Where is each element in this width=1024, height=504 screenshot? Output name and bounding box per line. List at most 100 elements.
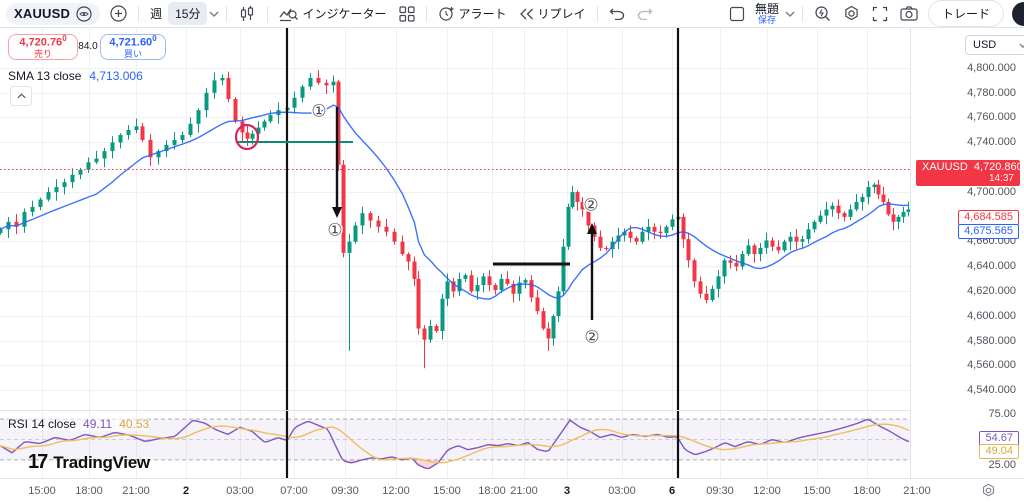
symbol-button[interactable]: XAUUSD (6, 2, 101, 25)
time-axis-label: 21:00 (510, 485, 538, 497)
time-axis-label: 15:00 (28, 485, 56, 497)
indicators-button[interactable]: インジケーター (273, 2, 392, 25)
drawing-number-mark: ② (584, 328, 599, 347)
time-axis-label: 18:00 (853, 485, 881, 497)
price-axis-label: 4,800.000 (967, 62, 1016, 74)
screenshot-camera-icon[interactable] (894, 3, 924, 24)
sma-legend[interactable]: SMA 13 close 4,713.006 (8, 69, 143, 83)
time-axis-label: 03:00 (608, 485, 636, 497)
drawing-number-mark: ① (311, 102, 326, 121)
replay-button[interactable]: リプレイ (513, 2, 592, 25)
alert-label: アラート (458, 7, 507, 21)
time-axis[interactable]: 15:00 18:00 21:00 2 03:00 07:00 09:30 12:00 15:0… (0, 478, 1024, 504)
time-axis-label: 03:00 (226, 485, 254, 497)
price-axis-label: 4,700.000 (967, 186, 1016, 198)
divider (267, 5, 269, 22)
time-axis-label: 09:30 (706, 485, 734, 497)
divider (801, 5, 803, 22)
price-axis-label: 4,600.000 (967, 310, 1016, 322)
layout-select-icon[interactable] (723, 3, 751, 25)
buy-button[interactable]: 4,721.600 買い (100, 34, 166, 60)
layout-title-block[interactable]: 無題 保存 (755, 3, 779, 25)
time-axis-label: 15:00 (433, 485, 461, 497)
timeframe-15min-button[interactable]: 15分 (168, 2, 208, 25)
legend-collapse-button[interactable] (10, 86, 32, 106)
buy-price-tag: 4,675.565 (958, 224, 1019, 239)
buy-price: 4,721.600 (109, 34, 157, 49)
watchlist-eye-icon[interactable] (76, 5, 92, 22)
sma-legend-title: SMA 13 close (8, 69, 82, 83)
indicators-icon (279, 5, 299, 22)
rsi-legend-value-ma: 40.53 (119, 417, 150, 431)
sell-button[interactable]: 4,720.760 売り (8, 34, 78, 60)
rsi-legend-title: RSI 14 close (8, 417, 77, 431)
alert-button[interactable]: アラート (432, 2, 513, 25)
time-axis-label: 3 (563, 485, 571, 497)
redo-icon[interactable] (631, 4, 659, 23)
time-axis-label: 09:30 (331, 485, 359, 497)
divider (596, 5, 598, 22)
replay-label: リプレイ (537, 7, 586, 21)
undo-icon[interactable] (603, 4, 631, 23)
price-axis-label: 75.00 (988, 408, 1016, 420)
indicators-label: インジケーター (302, 7, 387, 21)
time-axis-label: 12:00 (753, 485, 781, 497)
indicator-templates-icon[interactable] (393, 3, 421, 25)
layout-chevron-down-icon[interactable] (783, 8, 797, 20)
currency-label: USD (973, 39, 997, 51)
price-axis-label: 4,640.000 (967, 260, 1016, 272)
symbol-name: XAUUSD (14, 6, 71, 21)
compare-add-icon[interactable] (104, 2, 133, 25)
time-axis-label: 21:00 (903, 485, 931, 497)
buy-label: 買い (123, 48, 142, 59)
layout-name: 無題 (754, 1, 779, 16)
time-axis-label: 21:00 (122, 485, 150, 497)
tradingview-logo-text: TradingView (53, 452, 150, 472)
chart-type-candles-icon[interactable] (232, 2, 262, 26)
tradingview-logo-mark: 17 (28, 451, 48, 473)
top-toolbar: XAUUSD 週 15分 インジケーター アラート リプレイ (0, 0, 1024, 28)
time-axis-label: 12:00 (382, 485, 410, 497)
candle-countdown: 14:37 (988, 173, 1014, 184)
account-avatar[interactable] (1012, 1, 1024, 26)
quick-search-icon[interactable] (808, 2, 837, 25)
price-axis-label: 4,560.000 (967, 359, 1016, 371)
price-axis-label: 25.00 (988, 459, 1016, 471)
save-link[interactable]: 保存 (757, 14, 776, 25)
sma-legend-value: 4,713.006 (89, 69, 143, 83)
divider (138, 5, 140, 22)
time-axis-label: 18:00 (478, 485, 506, 497)
time-axis-label: 2 (182, 485, 190, 497)
sell-label: 売り (33, 48, 52, 59)
drawing-number-mark: ① (327, 221, 342, 240)
time-axis-settings-icon[interactable] (981, 483, 996, 501)
tradingview-logo[interactable]: 17 TradingView (28, 451, 150, 474)
sell-price: 4,720.760 (19, 34, 67, 49)
timeframe-chevron-down-icon[interactable] (207, 8, 221, 20)
price-axis-label: 4,760.000 (967, 111, 1016, 123)
drawing-number-mark: ② (583, 196, 598, 215)
spread-value: 84.0 (78, 41, 98, 52)
replay-rewind-icon (519, 8, 534, 20)
trade-button[interactable]: トレード (927, 0, 1004, 27)
fullscreen-icon[interactable] (866, 3, 894, 25)
sell-price-tag: 4,684.585 (958, 210, 1019, 225)
time-axis-label: 18:00 (75, 485, 103, 497)
price-axis[interactable]: USD 4,800.000 4,780.000 4,760.000 4,740.000… (910, 27, 1024, 478)
rsi-legend-value-rsi: 49.11 (83, 417, 113, 431)
timeframe-week-button[interactable]: 週 (150, 7, 163, 21)
time-axis-label: 15:00 (803, 485, 831, 497)
time-axis-label: 6 (668, 485, 676, 497)
rsi-ma-value-tag: 49.04 (979, 444, 1019, 459)
divider (226, 5, 228, 22)
price-axis-label: 4,540.000 (967, 384, 1016, 396)
price-axis-label: 4,780.000 (967, 87, 1016, 99)
currency-dropdown[interactable]: USD (965, 35, 1024, 55)
settings-gear-icon[interactable] (837, 2, 866, 25)
price-axis-label: 4,620.000 (967, 285, 1016, 297)
rsi-legend[interactable]: RSI 14 close 49.11 40.53 (8, 417, 150, 431)
price-axis-label: 4,740.000 (967, 136, 1016, 148)
divider (425, 5, 427, 22)
time-axis-label: 07:00 (280, 485, 308, 497)
